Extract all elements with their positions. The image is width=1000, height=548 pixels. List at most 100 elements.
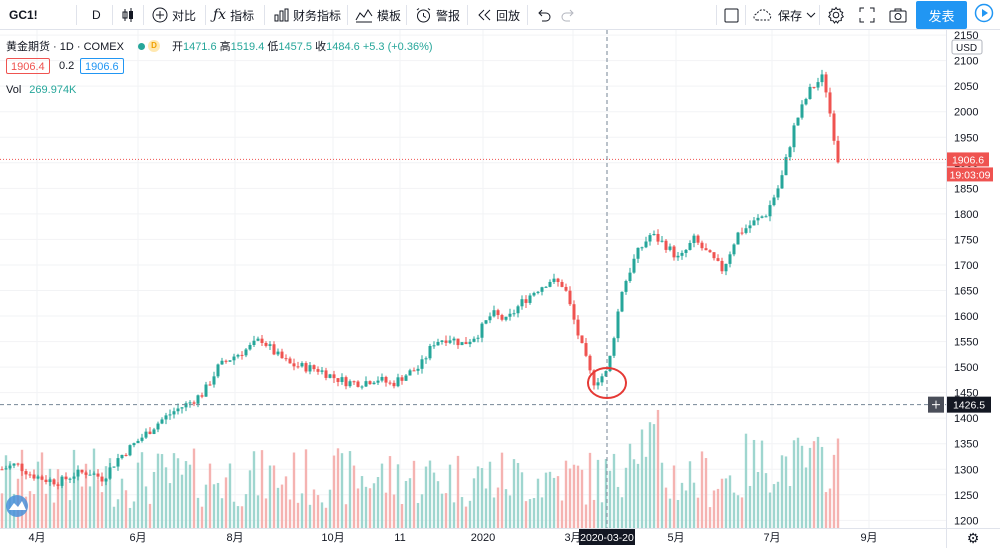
publish-button[interactable]: 发表 (916, 1, 967, 29)
candle-body (348, 381, 352, 387)
camera-icon (889, 8, 907, 23)
financials-button[interactable]: 财务指标 (273, 0, 341, 30)
vol-value: 269.974K (29, 84, 77, 96)
candle-body (568, 290, 572, 305)
overlays (0, 30, 946, 528)
candle-body (352, 381, 356, 383)
volume-bar (348, 451, 352, 528)
volume-bar (172, 453, 176, 528)
candle-body (200, 395, 204, 397)
chart-style-button[interactable] (120, 0, 140, 30)
volume-bar (696, 497, 700, 528)
undo-button[interactable] (536, 0, 556, 30)
y-tick-label: 1950 (954, 132, 978, 144)
candle-body (416, 368, 420, 371)
maximize-button[interactable] (859, 0, 879, 30)
x-tick-label: 9月 (860, 532, 877, 544)
volume-bar (560, 500, 564, 528)
volume-bar (244, 494, 248, 528)
indicators-button[interactable]: ƒx 指标 (213, 0, 254, 30)
price-axis[interactable]: 1200 1250 1300 1350 1400 1450 1500 1550 1600 1650… (946, 30, 1000, 548)
volume-bar (604, 459, 608, 528)
candle-body (320, 370, 324, 372)
candle-body (60, 476, 64, 486)
candle-body (80, 469, 84, 473)
undo-icon (536, 8, 552, 22)
volume-bar (0, 493, 4, 528)
replay-button[interactable]: 回放 (476, 0, 520, 30)
volume-bar (176, 458, 180, 528)
volume-bar (252, 451, 256, 528)
candle-body (732, 244, 736, 255)
volume-bar (648, 422, 652, 528)
time-axis[interactable]: 4月 6月 8月 10月 11 2020 3月 5月 7月 9月 ⚙ 2020-03-20 (0, 528, 1000, 547)
candle-body (304, 363, 308, 372)
candle-body (576, 319, 580, 336)
candle-body (800, 104, 804, 118)
play-button[interactable] (968, 1, 999, 29)
compare-button[interactable]: 对比 (152, 0, 196, 30)
candle-body (684, 249, 688, 253)
candle-body (776, 188, 780, 198)
volume-bar (736, 495, 740, 528)
candle-body (8, 465, 12, 469)
volume-bar (64, 481, 68, 528)
candle-body (184, 403, 188, 408)
candle-body (760, 216, 764, 218)
volume-bar (688, 461, 692, 528)
candle-body (756, 217, 760, 221)
templates-button[interactable]: 模板 (355, 0, 401, 30)
candle-body (608, 355, 612, 372)
y-tick-label: 2100 (954, 56, 978, 68)
volume-bar (436, 481, 440, 528)
volume-bar (820, 446, 824, 528)
save-button[interactable]: 保存 (752, 0, 802, 30)
candle-body (496, 310, 500, 316)
candle-body (36, 476, 40, 479)
alerts-button[interactable]: 警报 (415, 0, 460, 30)
candle-body (680, 252, 684, 256)
redo-button[interactable] (560, 0, 580, 30)
volume-bar (612, 453, 616, 528)
candle-body (196, 395, 200, 404)
alerts-label: 警报 (436, 8, 461, 23)
volume-bar (292, 452, 296, 528)
volume-bar (748, 485, 752, 528)
candle-body (276, 351, 280, 355)
candle-body (436, 341, 440, 346)
candle-body (388, 382, 392, 384)
interval-button[interactable]: D (92, 0, 101, 30)
y-tick-label: 1650 (954, 285, 978, 297)
bid-price-box[interactable]: 1906.4 (6, 58, 50, 74)
volume-bar (836, 438, 840, 528)
volume-bar (496, 487, 500, 528)
save-menu-button[interactable] (806, 0, 820, 30)
fullscreen-toggle-button[interactable] (724, 0, 743, 30)
toolbar-divider (347, 5, 348, 25)
ask-price-box[interactable]: 1906.6 (80, 58, 124, 74)
volume-bar (76, 469, 80, 528)
toolbar-divider (205, 5, 206, 25)
candle-body (724, 263, 728, 272)
candle-body (552, 278, 556, 282)
bar-chart-icon (273, 7, 289, 23)
candle-body (32, 474, 36, 479)
volume-bar (360, 476, 364, 528)
plus-circle-icon (152, 7, 168, 23)
settings-button[interactable] (827, 0, 849, 30)
publish-label: 发表 (928, 8, 955, 24)
snapshot-button[interactable] (889, 0, 911, 30)
candle-body (188, 402, 192, 404)
candle-body (332, 374, 336, 379)
candlesticks (0, 69, 840, 490)
candle-body (208, 384, 212, 386)
candle-body (280, 351, 284, 359)
candle-body (256, 338, 260, 341)
y-tick-label: 1700 (954, 260, 978, 272)
volume-bar (28, 491, 32, 528)
toolbar-divider (112, 5, 113, 25)
volume-bar (20, 449, 24, 528)
volume-bar (220, 498, 224, 528)
symbol-search[interactable]: GC1! (9, 0, 38, 30)
